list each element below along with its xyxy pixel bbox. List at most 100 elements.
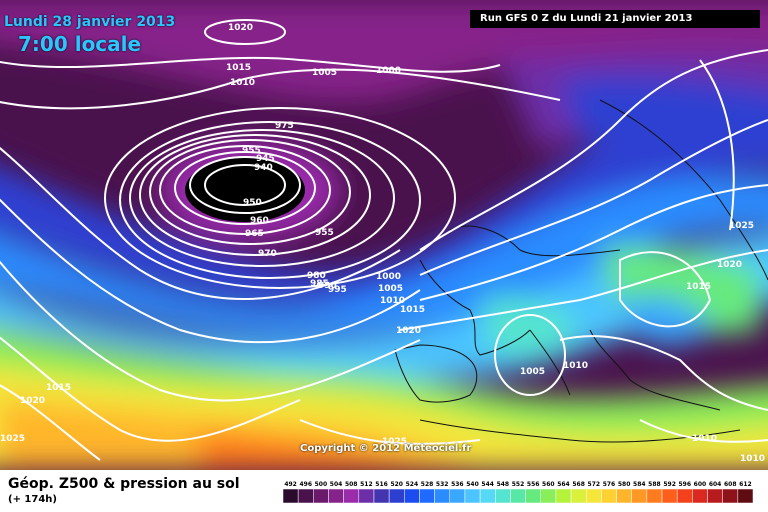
- scale-tick: 568: [572, 481, 585, 488]
- isobar-label: 955: [242, 146, 261, 156]
- scale-swatch: [358, 488, 375, 504]
- isobar-label: 1010: [692, 434, 717, 444]
- scale-swatch: [449, 488, 466, 504]
- scale-tick: 524: [406, 481, 419, 488]
- isobar-label: 1015: [400, 305, 425, 315]
- scale-swatch: [283, 488, 299, 504]
- scale-tick: 608: [724, 481, 737, 488]
- isobar-label: 965: [245, 229, 264, 239]
- isobar-label: 1010: [230, 78, 255, 88]
- scale-swatch: [737, 488, 753, 504]
- isobar-label: 1015: [686, 282, 711, 292]
- scale-tick: 500: [315, 481, 328, 488]
- isobar-label: 1000: [376, 272, 401, 282]
- scale-swatch: [464, 488, 481, 504]
- scale-tick: 548: [497, 481, 510, 488]
- scale-tick: 560: [542, 481, 555, 488]
- isobar-label: 945: [256, 154, 275, 164]
- scale-swatch: [297, 488, 314, 504]
- scale-swatch: [540, 488, 557, 504]
- isobar-label: 1025: [0, 434, 25, 444]
- scale-tick: 564: [557, 481, 570, 488]
- isobar-label: 1015: [46, 383, 71, 393]
- isobar-label: 1005: [520, 367, 545, 377]
- scale-tick: 512: [360, 481, 373, 488]
- isobar-label: 1020: [396, 326, 421, 336]
- scale-swatch: [570, 488, 587, 504]
- model-run-label: Run GFS 0 Z du Lundi 21 janvier 2013: [470, 10, 760, 28]
- legend-bar: Géop. Z500 & pression au sol (+ 174h) 49…: [0, 470, 768, 512]
- scale-tick: 520: [390, 481, 403, 488]
- forecast-date: Lundi 28 janvier 2013: [4, 14, 176, 30]
- scale-tick: 536: [451, 481, 464, 488]
- scale-swatch: [601, 488, 617, 504]
- forecast-time: 7:00 locale: [18, 32, 142, 56]
- scale-tick: 508: [345, 481, 358, 488]
- scale-swatch: [525, 488, 541, 504]
- scale-swatch: [616, 488, 632, 504]
- scale-swatch: [373, 488, 390, 504]
- scale-tick: 612: [739, 481, 752, 488]
- scale-tick: 532: [436, 481, 449, 488]
- color-scale: 492 496 500 504 508 512 516 520 524 528 532 536 540 5…: [283, 481, 753, 504]
- isobar-label: 1015: [226, 63, 251, 73]
- copyright: Copyright © 2012 Meteociel.fr: [300, 443, 472, 454]
- scale-swatch: [404, 488, 420, 504]
- isobar-label: 1025: [382, 437, 407, 447]
- scale-swatch: [434, 488, 451, 504]
- scale-swatch: [707, 488, 723, 504]
- scale-swatch: [676, 488, 693, 504]
- scale-tick: 604: [709, 481, 722, 488]
- isobar-label: 960: [250, 216, 269, 226]
- scale-tick: 504: [330, 481, 343, 488]
- isobar-label: 1020: [20, 396, 45, 406]
- isobar-label: 995: [328, 285, 347, 295]
- scale-swatch: [631, 488, 648, 504]
- isobar-label: 1000: [376, 66, 401, 76]
- isobar-label: 1020: [228, 23, 253, 33]
- scale-swatch: [585, 488, 602, 504]
- scale-swatch: [419, 488, 435, 504]
- isobar-label: 1010: [563, 361, 588, 371]
- scale-tick: 600: [694, 481, 707, 488]
- scale-swatch: [328, 488, 344, 504]
- isobar-label: 1010: [380, 296, 405, 306]
- scale-swatch: [661, 488, 678, 504]
- scale-tick: 552: [512, 481, 525, 488]
- isobar-label: 1005: [312, 68, 337, 78]
- scale-tick: 572: [588, 481, 601, 488]
- scale-swatch: [479, 488, 496, 504]
- isobar-label: 1020: [717, 260, 742, 270]
- isobar-label: 975: [275, 121, 294, 131]
- isobar-label: 940: [254, 163, 273, 173]
- scale-swatch: [646, 488, 663, 504]
- scale-swatch: [722, 488, 739, 504]
- scale-tick: 492: [284, 481, 297, 488]
- scale-tick: 496: [299, 481, 312, 488]
- scale-swatch: [555, 488, 572, 504]
- scale-tick: 540: [466, 481, 479, 488]
- scale-tick: 544: [481, 481, 494, 488]
- scale-swatch: [495, 488, 511, 504]
- isobar-label: 990: [318, 281, 337, 291]
- scale-tick: 588: [648, 481, 661, 488]
- scale-tick: 596: [679, 481, 692, 488]
- isobar-label: 950: [243, 198, 262, 208]
- isobar-label: 955: [315, 228, 334, 238]
- scale-tick: 556: [527, 481, 540, 488]
- isobar-label: 970: [258, 249, 277, 259]
- scale-tick: 592: [663, 481, 676, 488]
- scale-tick: 584: [633, 481, 646, 488]
- legend-subtitle: (+ 174h): [8, 494, 57, 505]
- isobar-label: 1010: [740, 454, 765, 464]
- scale-swatch: [388, 488, 405, 504]
- scale-tick: 576: [603, 481, 616, 488]
- isobar-label: 980: [307, 271, 326, 281]
- isobar-label: 985: [310, 279, 329, 289]
- scale-swatch: [313, 488, 329, 504]
- scale-tick: 528: [421, 481, 434, 488]
- scale-swatch: [692, 488, 708, 504]
- legend-title: Géop. Z500 & pression au sol: [8, 476, 240, 492]
- weather-map: 1020 1015 1010 1005 1000 975 955 945 940…: [0, 0, 768, 470]
- scale-tick: 516: [375, 481, 388, 488]
